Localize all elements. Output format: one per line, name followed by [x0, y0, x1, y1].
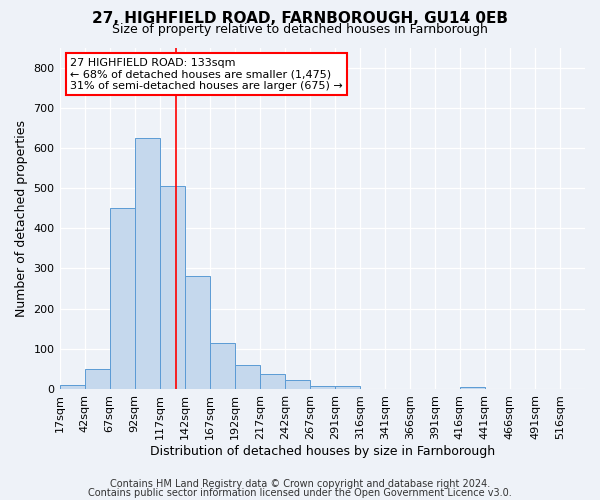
Bar	[59, 385, 85, 389]
Y-axis label: Number of detached properties: Number of detached properties	[15, 120, 28, 316]
Bar	[160, 186, 185, 389]
Bar	[310, 386, 335, 389]
Bar	[209, 343, 235, 389]
Bar	[235, 365, 260, 389]
Bar	[335, 386, 360, 389]
Bar	[110, 208, 134, 389]
Text: 27, HIGHFIELD ROAD, FARNBOROUGH, GU14 0EB: 27, HIGHFIELD ROAD, FARNBOROUGH, GU14 0E…	[92, 11, 508, 26]
Bar	[285, 380, 310, 389]
Text: Contains public sector information licensed under the Open Government Licence v3: Contains public sector information licen…	[88, 488, 512, 498]
Text: 27 HIGHFIELD ROAD: 133sqm
← 68% of detached houses are smaller (1,475)
31% of se: 27 HIGHFIELD ROAD: 133sqm ← 68% of detac…	[70, 58, 343, 91]
Bar	[185, 276, 209, 389]
Bar	[85, 369, 110, 389]
Bar	[134, 138, 160, 389]
Bar	[260, 374, 285, 389]
Text: Contains HM Land Registry data © Crown copyright and database right 2024.: Contains HM Land Registry data © Crown c…	[110, 479, 490, 489]
Bar	[460, 387, 485, 389]
X-axis label: Distribution of detached houses by size in Farnborough: Distribution of detached houses by size …	[150, 444, 495, 458]
Text: Size of property relative to detached houses in Farnborough: Size of property relative to detached ho…	[112, 22, 488, 36]
